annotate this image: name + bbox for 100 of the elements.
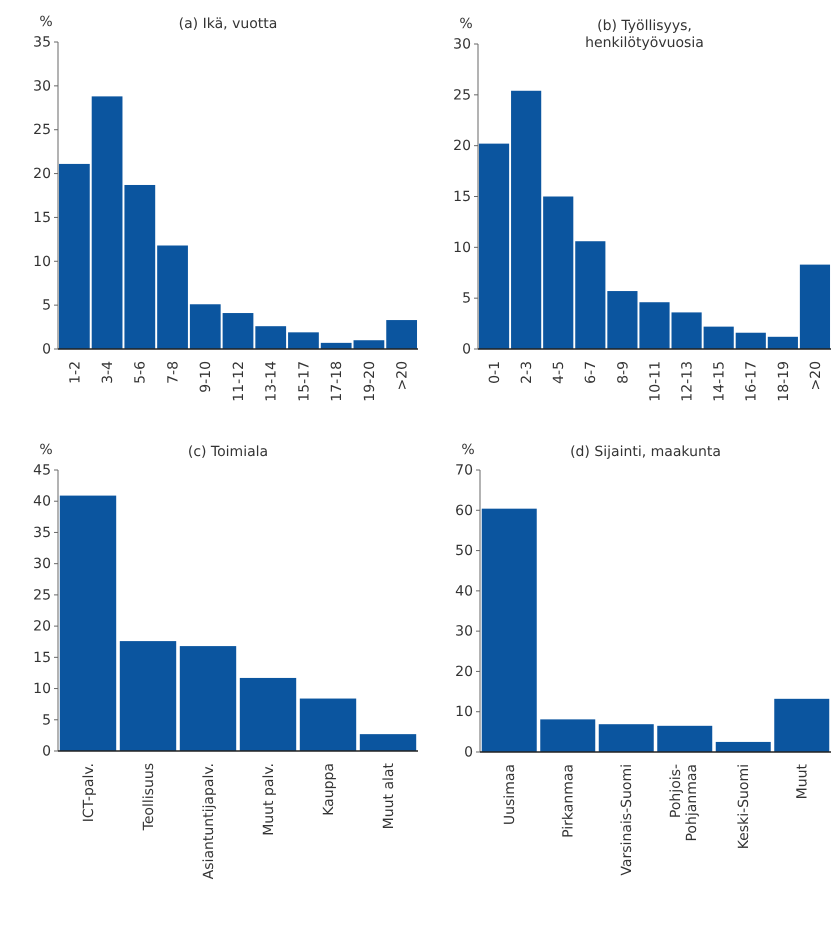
bar (360, 734, 416, 751)
bar (657, 726, 712, 752)
x-tick-label: 19-20 (362, 361, 378, 402)
bar (124, 184, 156, 349)
bar (511, 90, 542, 349)
y-axis-title: % (39, 14, 53, 30)
y-tick-label: 20 (453, 138, 471, 154)
x-tick-label: >20 (808, 361, 824, 391)
bar (288, 332, 319, 349)
x-tick-label: Teollisuus (140, 763, 157, 832)
x-tick-label: Muut palv. (260, 763, 277, 836)
y-tick-label: 30 (33, 556, 51, 572)
y-tick-label: 0 (462, 341, 471, 358)
x-tick-label: 17-18 (329, 361, 346, 402)
x-tick-label: 6-7 (583, 361, 600, 384)
y-tick-label: 70 (455, 462, 473, 478)
x-tick-label: 0-1 (486, 361, 503, 384)
bar (607, 291, 638, 349)
y-tick-label: 40 (455, 583, 473, 600)
x-tick-label: Varsinais-Suomi (619, 764, 636, 876)
bar (774, 698, 830, 752)
y-tick-label: 10 (33, 254, 51, 270)
y-tick-label: 0 (42, 341, 51, 358)
y-axis-title: % (461, 442, 475, 458)
x-tick-label: Kauppa (320, 763, 337, 816)
x-tick-label: 1-2 (67, 361, 84, 384)
bar (478, 144, 510, 349)
x-tick-label: 18-19 (776, 361, 792, 402)
y-axis-title: % (39, 442, 53, 458)
y-tick-label: 5 (462, 290, 471, 307)
y-tick-label: 10 (453, 240, 471, 256)
bar (120, 641, 176, 751)
bar (180, 646, 236, 751)
y-tick-label: 25 (33, 587, 51, 604)
y-tick-label: 20 (33, 166, 51, 182)
y-tick-label: 5 (42, 712, 51, 728)
x-tick-label: Asiantuntijapalv. (200, 763, 217, 880)
bar (255, 326, 286, 349)
y-tick-label: 25 (33, 122, 51, 138)
y-tick-label: 40 (33, 494, 51, 510)
bar (598, 724, 654, 752)
x-tick-label: 15-17 (296, 361, 312, 402)
bar (639, 302, 670, 349)
bar (222, 313, 254, 349)
y-tick-label: 45 (33, 462, 51, 478)
x-tick-label: 8-9 (615, 361, 632, 384)
x-tick-label: ICT-palv. (80, 763, 97, 822)
bar (540, 719, 596, 752)
y-tick-label: 60 (455, 502, 473, 519)
y-tick-label: 35 (33, 524, 51, 541)
x-tick-label: Keski-Suomi (736, 764, 752, 850)
y-axis-title: % (459, 16, 473, 32)
chart-title: (a) Ikä, vuotta (178, 16, 278, 32)
bar (190, 304, 221, 349)
x-tick-label: Muut (794, 764, 811, 800)
y-tick-label: 20 (455, 664, 473, 680)
y-tick-label: 15 (33, 650, 51, 666)
y-tick-label: 15 (33, 210, 51, 226)
bar (240, 678, 296, 751)
bar (354, 340, 384, 349)
y-tick-label: 5 (42, 298, 51, 314)
y-tick-label: 20 (33, 618, 51, 635)
chart-title: (d) Sijainti, maakunta (570, 444, 721, 460)
x-tick-label: 13-14 (264, 360, 280, 402)
y-tick-label: 30 (453, 36, 471, 52)
x-tick-label: 9-10 (198, 361, 214, 393)
x-tick-label: 7-8 (165, 361, 182, 384)
bar (482, 508, 537, 752)
y-tick-label: 35 (33, 34, 51, 50)
x-tick-label: 11-12 (230, 361, 247, 402)
y-tick-label: 50 (455, 543, 473, 560)
y-tick-label: 25 (453, 87, 471, 104)
bar (768, 336, 798, 349)
bar (716, 742, 771, 752)
x-tick-label: Muut alat (380, 762, 397, 830)
x-tick-label: 14-15 (712, 361, 728, 402)
y-tick-label: 10 (455, 704, 473, 720)
y-tick-label: 0 (464, 744, 473, 760)
bar (300, 698, 356, 751)
chart-title: (c) Toimiala (188, 444, 268, 460)
x-tick-label: 10-11 (647, 361, 664, 402)
bar (60, 496, 116, 751)
y-tick-label: 10 (33, 681, 51, 698)
x-tick-label: Pirkanmaa (560, 764, 577, 838)
x-tick-label: 12-13 (679, 361, 696, 402)
chart-title: (b) Työllisyys, henkilötyövuosia (585, 18, 704, 51)
bar (92, 96, 122, 349)
x-tick-label: 5-6 (132, 360, 149, 384)
bar (800, 264, 830, 349)
bar (157, 245, 188, 349)
y-tick-label: 30 (455, 624, 473, 640)
x-tick-label: >20 (394, 361, 411, 391)
x-tick-label: Pohjois-Pohjanmaa (668, 764, 700, 842)
bar (672, 312, 702, 349)
bar (58, 164, 90, 349)
bar (386, 320, 418, 349)
x-tick-label: 2-3 (519, 361, 536, 384)
x-tick-label: 4-5 (551, 361, 568, 384)
y-tick-label: 15 (453, 188, 471, 205)
y-tick-label: 0 (42, 743, 51, 760)
